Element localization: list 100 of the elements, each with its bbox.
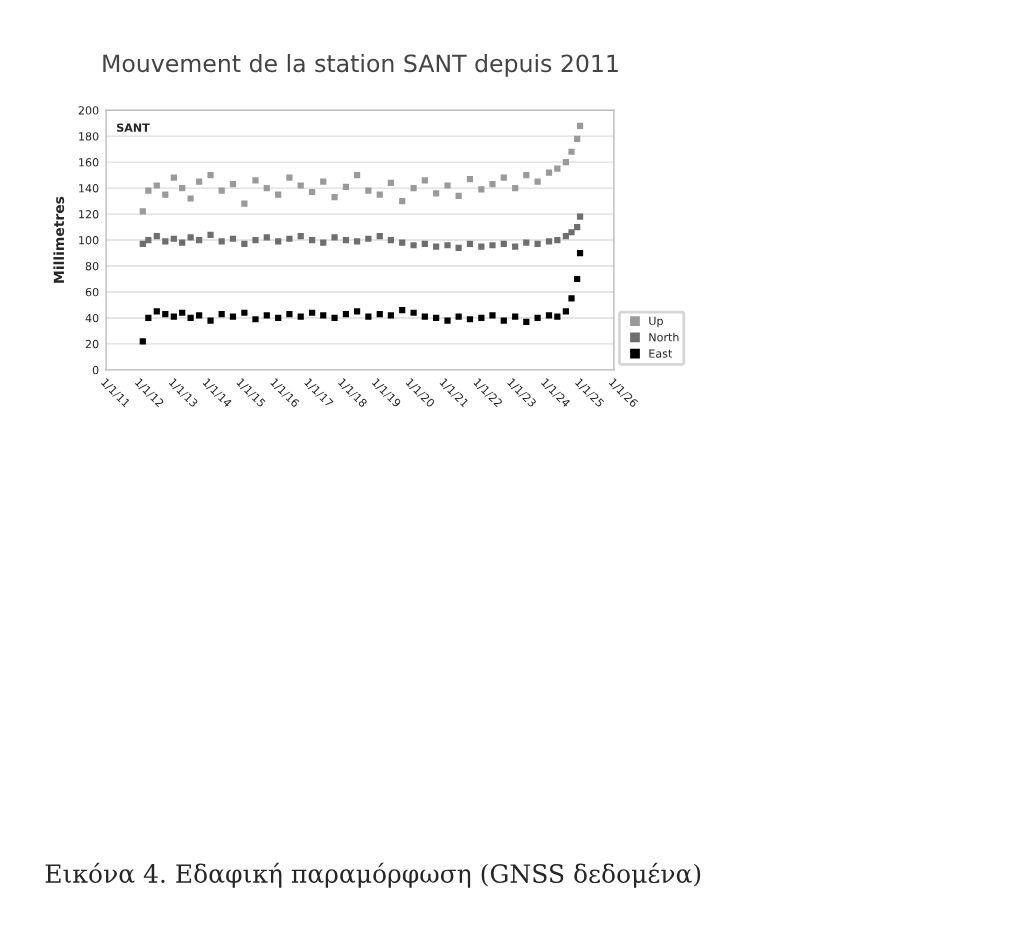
point: [433, 314, 440, 322]
point: [534, 314, 541, 322]
point: [512, 185, 519, 192]
point: [365, 187, 372, 194]
point: [399, 307, 406, 314]
point: [399, 197, 406, 205]
point: [410, 185, 417, 192]
point: [562, 308, 569, 315]
point: [574, 223, 581, 231]
point: [170, 313, 177, 320]
point: [252, 177, 259, 184]
point: [229, 235, 237, 242]
point: [576, 249, 584, 257]
point: [399, 239, 406, 246]
point: [320, 178, 327, 185]
point: [275, 238, 282, 245]
point: [376, 191, 383, 198]
point: [574, 275, 581, 283]
point: [554, 236, 561, 244]
point: [444, 182, 451, 189]
point: [297, 182, 304, 189]
point: [523, 239, 530, 246]
point: [353, 238, 361, 245]
point: [153, 182, 160, 189]
point: [320, 239, 327, 246]
point: [241, 240, 248, 248]
point: [421, 177, 428, 184]
point: [387, 312, 394, 319]
point: [218, 238, 225, 245]
point: [534, 240, 541, 248]
point: [568, 295, 575, 302]
point: [421, 240, 428, 248]
point: [153, 308, 160, 315]
point: [196, 236, 203, 244]
point: [455, 192, 462, 199]
point: [342, 183, 350, 190]
point: [207, 317, 214, 324]
point: [376, 233, 383, 240]
point: [421, 313, 428, 320]
point: [500, 240, 507, 248]
point: [466, 175, 474, 183]
point: [170, 235, 177, 242]
point: [523, 318, 530, 325]
point: [179, 239, 186, 246]
point: [410, 309, 417, 316]
point: [320, 312, 327, 319]
point: [241, 309, 248, 316]
point: [297, 313, 304, 320]
point: [568, 229, 575, 236]
point: [207, 231, 214, 238]
point: [229, 313, 237, 320]
point: [145, 236, 152, 244]
point: [466, 316, 474, 323]
point: [545, 238, 553, 245]
chart-title: Mouvement de la station SANT depuis 2011: [103, 53, 618, 77]
point: [489, 312, 496, 319]
point: [500, 317, 507, 324]
point: [309, 309, 316, 316]
point: [410, 242, 417, 249]
point: [466, 240, 474, 248]
point: [534, 178, 541, 185]
point: [342, 236, 350, 244]
point: [286, 310, 293, 318]
point: [562, 159, 569, 166]
point: [179, 185, 186, 192]
point: [275, 191, 282, 198]
point: [263, 185, 270, 192]
point: [170, 174, 177, 181]
point: [478, 186, 485, 193]
point: [286, 174, 293, 181]
point: [218, 187, 225, 194]
point: [286, 235, 293, 242]
point: [489, 242, 496, 249]
point: [478, 243, 485, 250]
point: [196, 312, 203, 319]
point: [139, 338, 146, 345]
point: [187, 314, 194, 322]
point: [554, 313, 561, 320]
point: [523, 172, 530, 179]
point: [444, 317, 451, 324]
point: [574, 135, 581, 142]
point: [331, 194, 338, 201]
point: [263, 312, 270, 319]
point: [365, 235, 372, 242]
point: [218, 310, 225, 318]
point: [162, 191, 169, 198]
point: [252, 236, 259, 244]
point: [309, 236, 316, 244]
point: [444, 242, 451, 249]
point: [145, 187, 152, 194]
point: [478, 314, 485, 322]
point: [241, 200, 248, 207]
point: [342, 310, 350, 318]
point: [353, 172, 361, 179]
point: [576, 122, 584, 129]
point: [433, 243, 440, 250]
point: [162, 238, 169, 245]
point: [376, 310, 383, 318]
point: [187, 234, 194, 241]
point: [387, 179, 394, 187]
